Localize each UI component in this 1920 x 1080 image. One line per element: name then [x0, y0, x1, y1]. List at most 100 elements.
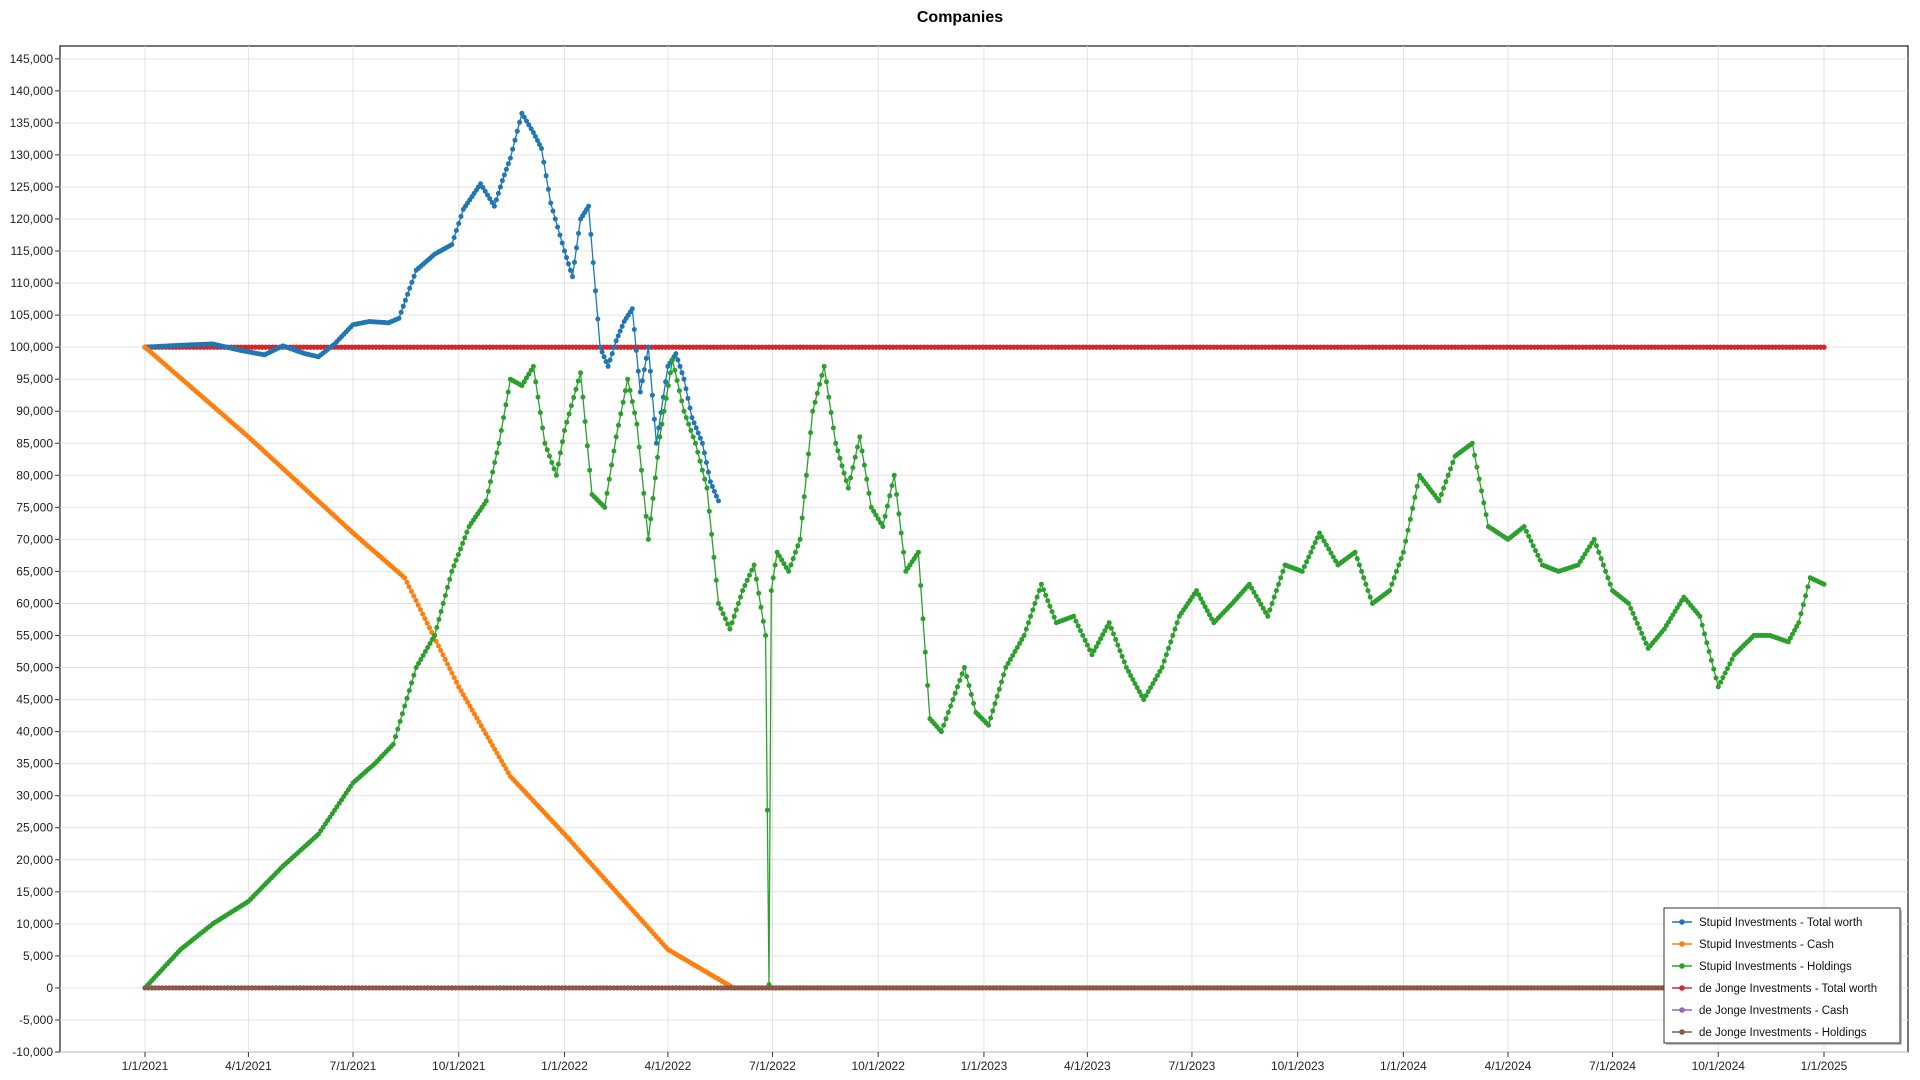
series-point — [622, 388, 628, 394]
series-point — [837, 455, 843, 461]
series-point — [663, 379, 669, 385]
series-point — [1314, 535, 1320, 541]
x-tick-label: 4/1/2022 — [645, 1059, 692, 1073]
series-point — [570, 274, 575, 280]
series-point — [490, 469, 496, 475]
series-point — [1117, 648, 1123, 654]
series-point — [957, 677, 963, 683]
series-point — [1041, 587, 1046, 593]
series-point — [1136, 689, 1142, 695]
series-point — [541, 159, 547, 165]
series-point — [415, 602, 421, 608]
series-point — [411, 273, 417, 279]
series-point — [731, 613, 737, 619]
series-point — [727, 626, 733, 632]
series-point — [427, 641, 433, 646]
series-point — [1483, 512, 1489, 518]
series-point — [580, 394, 586, 400]
series-point — [659, 421, 665, 427]
series-point — [1448, 466, 1453, 472]
series-point — [1589, 540, 1595, 546]
series-point — [1115, 642, 1121, 648]
series-point — [641, 490, 647, 496]
series-point — [799, 515, 805, 521]
series-point — [620, 399, 626, 405]
series-point — [1100, 632, 1106, 638]
series-point — [492, 746, 498, 752]
series-point — [499, 178, 505, 184]
series-point — [1450, 460, 1456, 465]
series-point — [686, 421, 692, 427]
series-point — [1207, 612, 1212, 618]
series-point — [889, 483, 895, 489]
series-point — [469, 707, 475, 713]
series-point — [751, 562, 757, 568]
series-point — [490, 742, 495, 748]
chart-title: Companies — [916, 9, 1004, 26]
series-point — [514, 128, 520, 134]
series-point — [848, 475, 854, 481]
series-point — [442, 593, 448, 598]
series-point — [753, 576, 759, 582]
series-point — [948, 703, 954, 709]
series-point — [1321, 538, 1327, 544]
series-point — [1145, 689, 1151, 695]
x-tick-label: 4/1/2023 — [1064, 1059, 1111, 1073]
y-tick-label: 100,000 — [10, 340, 54, 354]
series-point — [1301, 564, 1307, 570]
series-point — [566, 411, 572, 417]
series-point — [482, 188, 488, 194]
series-point — [480, 185, 486, 190]
series-point — [1787, 635, 1793, 641]
series-point — [474, 715, 480, 721]
series-point — [695, 449, 701, 455]
series-point — [425, 645, 431, 650]
series-point — [656, 425, 662, 431]
series-point — [702, 476, 708, 482]
series-point — [1630, 610, 1636, 616]
series-point — [535, 394, 541, 400]
series-point — [1326, 546, 1332, 552]
y-tick-label: 60,000 — [16, 596, 53, 610]
series-point — [1150, 681, 1156, 687]
series-point — [1469, 440, 1475, 446]
series-point — [1317, 530, 1322, 536]
series-point — [434, 625, 440, 630]
series-point — [568, 267, 573, 273]
series-point — [1093, 644, 1099, 650]
series-point — [961, 665, 967, 670]
series-point — [1047, 603, 1053, 609]
legend-entry-label: Stupid Investments - Total worth — [1699, 917, 1862, 929]
y-tick-label: 5,000 — [23, 949, 53, 963]
series-point — [411, 593, 417, 599]
series-point — [590, 260, 596, 266]
series-point — [943, 716, 949, 722]
series-point — [545, 186, 551, 192]
series-point — [566, 261, 571, 267]
series-point — [950, 697, 956, 703]
series-point — [505, 770, 511, 776]
series-point — [875, 516, 881, 522]
series-point — [747, 572, 752, 578]
series-point — [409, 680, 415, 686]
series-point — [497, 184, 503, 190]
series-point — [1533, 548, 1538, 554]
series-point — [1078, 628, 1083, 634]
series-point — [1306, 554, 1312, 560]
series-point — [1204, 608, 1210, 614]
y-tick-label: 45,000 — [16, 693, 53, 707]
series-point — [462, 535, 468, 541]
series-point — [1023, 626, 1029, 632]
series-point — [691, 420, 697, 426]
series-point — [722, 616, 728, 622]
series-point — [1792, 627, 1798, 633]
series-point — [673, 351, 679, 357]
series-point — [1123, 665, 1129, 670]
series-point — [521, 114, 527, 120]
series-point — [611, 448, 617, 454]
series-point — [1080, 633, 1086, 638]
series-point — [588, 231, 594, 237]
series-point — [649, 392, 655, 398]
series-point — [618, 411, 624, 417]
series-point — [938, 729, 944, 735]
